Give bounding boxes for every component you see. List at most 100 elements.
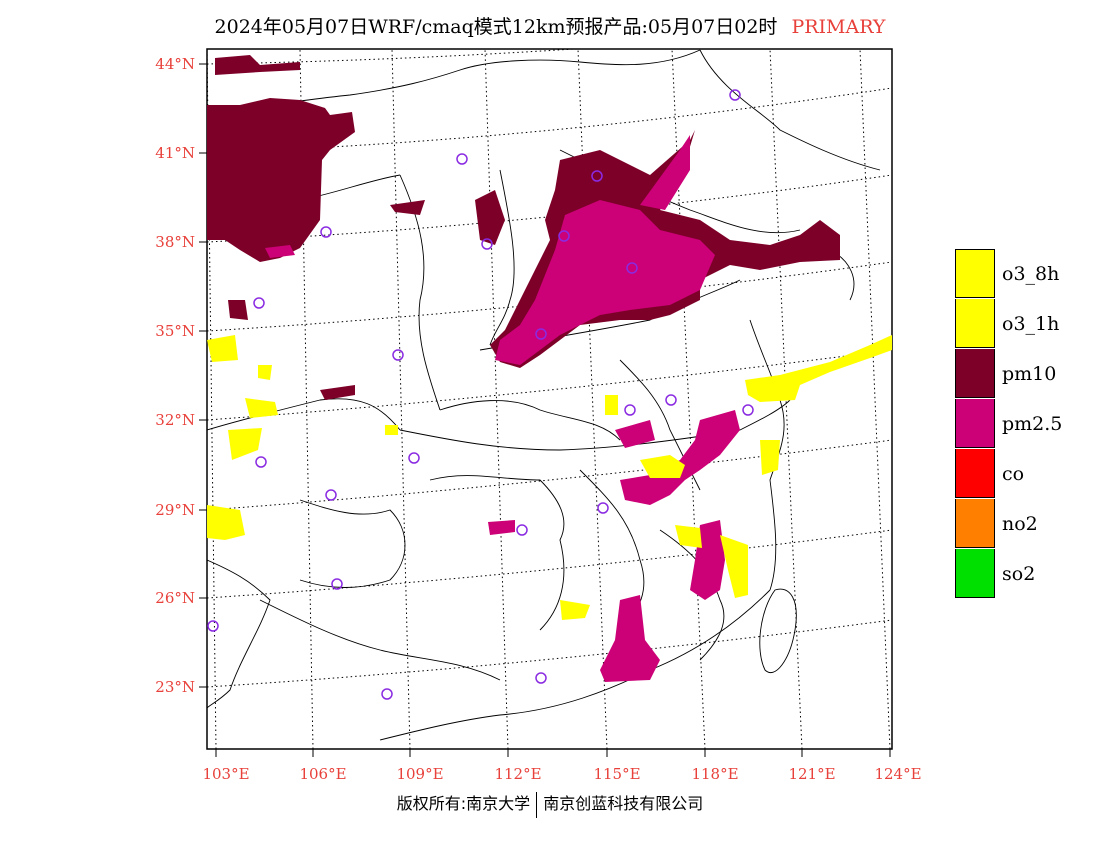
- o3-anhui2: [605, 395, 618, 415]
- sichuan-border: [207, 398, 401, 431]
- stations: [207, 89, 754, 700]
- legend-swatch-co: [955, 449, 995, 498]
- station-marker: [665, 394, 677, 406]
- pm10-northwest: [207, 98, 355, 262]
- o3-sichuan-patch: [245, 398, 278, 418]
- lat-label-29: 29°N: [155, 501, 195, 519]
- pm25-anhui: [615, 420, 655, 448]
- yangtze: [399, 399, 791, 451]
- copyright-left: 版权所有:南京大学: [396, 794, 531, 813]
- o3-areas: [207, 335, 892, 620]
- legend-label-co: co: [1002, 463, 1025, 485]
- pm25-beijing-corridor: [640, 135, 690, 210]
- o3-zhejiang-coast: [760, 440, 780, 475]
- o3-fujian-coast: [720, 535, 748, 598]
- lat-label-41: 41°N: [155, 144, 195, 162]
- station-marker: [392, 349, 404, 361]
- parallel-35: [207, 261, 892, 332]
- o3-jiangxi: [675, 525, 702, 548]
- station-marker: [729, 89, 741, 101]
- northeast-border: [699, 49, 881, 171]
- lon-label-118: 118°E: [691, 765, 738, 783]
- lon-labels: 103°E 106°E 109°E 112°E 115°E 118°E 121°…: [202, 765, 921, 783]
- legend-label-pm25: pm2.5: [1002, 413, 1063, 435]
- legend-label-so2: so2: [1002, 563, 1036, 585]
- station-marker: [535, 328, 547, 340]
- o3-shaanxi: [258, 365, 272, 380]
- station-marker: [207, 620, 219, 632]
- guangdong-coast: [379, 589, 771, 741]
- lon-label-121: 121°E: [788, 765, 835, 783]
- station-marker: [742, 404, 754, 416]
- lon-label-124: 124°E: [874, 765, 921, 783]
- copyright-right: 南京创蓝科技有限公司: [543, 794, 704, 813]
- o3-hunan: [385, 425, 398, 435]
- pm25-north-china-core: [495, 200, 715, 365]
- legend-label-o3-8h: o3_8h: [1002, 263, 1060, 285]
- station-marker: [325, 489, 337, 501]
- parallel-38: [207, 174, 892, 243]
- pm10-top-strip: [215, 55, 300, 75]
- station-marker: [331, 578, 343, 590]
- o3-sichuan-patch2: [228, 428, 262, 460]
- station-marker: [626, 262, 638, 274]
- axis-ticks: [199, 63, 891, 757]
- pm10-henan-small: [320, 385, 355, 400]
- fujian-border: [659, 529, 725, 661]
- station-marker: [253, 297, 265, 309]
- pm10-shanxi-west: [475, 190, 505, 245]
- station-marker: [408, 452, 420, 464]
- pm25-hunan-small: [488, 520, 515, 535]
- lat-label-35: 35°N: [155, 322, 195, 340]
- pm25-areas: [265, 135, 740, 682]
- lon-label-109: 109°E: [396, 765, 443, 783]
- lon-label-106: 106°E: [299, 765, 346, 783]
- station-marker: [516, 524, 528, 536]
- taiwan: [759, 588, 797, 673]
- lon-label-112: 112°E: [494, 765, 541, 783]
- lat-label-26: 26°N: [155, 589, 195, 607]
- lat-label-44: 44°N: [155, 55, 195, 73]
- parallel-26: [207, 529, 892, 599]
- lat-label-23: 23°N: [155, 678, 195, 696]
- lat-labels: 44°N 41°N 38°N 35°N 32°N 29°N 26°N 23°N: [155, 55, 195, 696]
- map-title-text: 2024年05月07日WRF/cmaq模式12km预报产品:05月07日02时: [214, 16, 778, 38]
- legend-label-no2: no2: [1002, 513, 1038, 535]
- legend-label-pm10: pm10: [1002, 363, 1057, 385]
- lat-label-38: 38°N: [155, 233, 195, 251]
- pm10-ordos: [390, 200, 425, 215]
- hubei-border: [439, 400, 621, 441]
- legend-swatch-pm10: [955, 349, 995, 398]
- station-marker: [624, 404, 636, 416]
- station-marker: [255, 456, 267, 468]
- copyright-footer: 版权所有:南京大学 南京创蓝科技有限公司: [0, 790, 1100, 818]
- station-marker: [481, 238, 493, 250]
- station-marker: [456, 153, 468, 165]
- pm25-guangdong: [600, 595, 660, 682]
- legend-swatch-so2: [955, 549, 995, 598]
- legend-swatch-o3-1h: [955, 299, 995, 348]
- legend-swatch-pm25: [955, 399, 995, 448]
- parallel-32: [207, 349, 892, 421]
- map-title: 2024年05月07日WRF/cmaq模式12km预报产品:05月07日02时 P…: [0, 12, 1100, 39]
- footer-separator: [536, 791, 538, 818]
- pm10-gansu-patch: [228, 300, 248, 320]
- station-marker: [535, 672, 547, 684]
- o3-west-tibet-edge: [207, 335, 238, 362]
- station-marker: [381, 688, 393, 700]
- shanxi-border: [489, 169, 515, 346]
- legend-swatch-o3-8h: [955, 249, 995, 298]
- lon-label-115: 115°E: [593, 765, 640, 783]
- parallel-29: [207, 439, 892, 511]
- lon-label-103: 103°E: [202, 765, 249, 783]
- parallel-41: [207, 87, 892, 154]
- pm25-yangtze-delta: [620, 410, 740, 505]
- station-marker: [558, 230, 570, 242]
- station-marker: [320, 226, 332, 238]
- legend-label-o3-1h: o3_1h: [1002, 313, 1060, 335]
- map-content: [207, 49, 892, 749]
- parallel-44: [207, 49, 582, 65]
- primary-tag: PRIMARY: [791, 16, 886, 38]
- yunnan-border: [207, 559, 271, 709]
